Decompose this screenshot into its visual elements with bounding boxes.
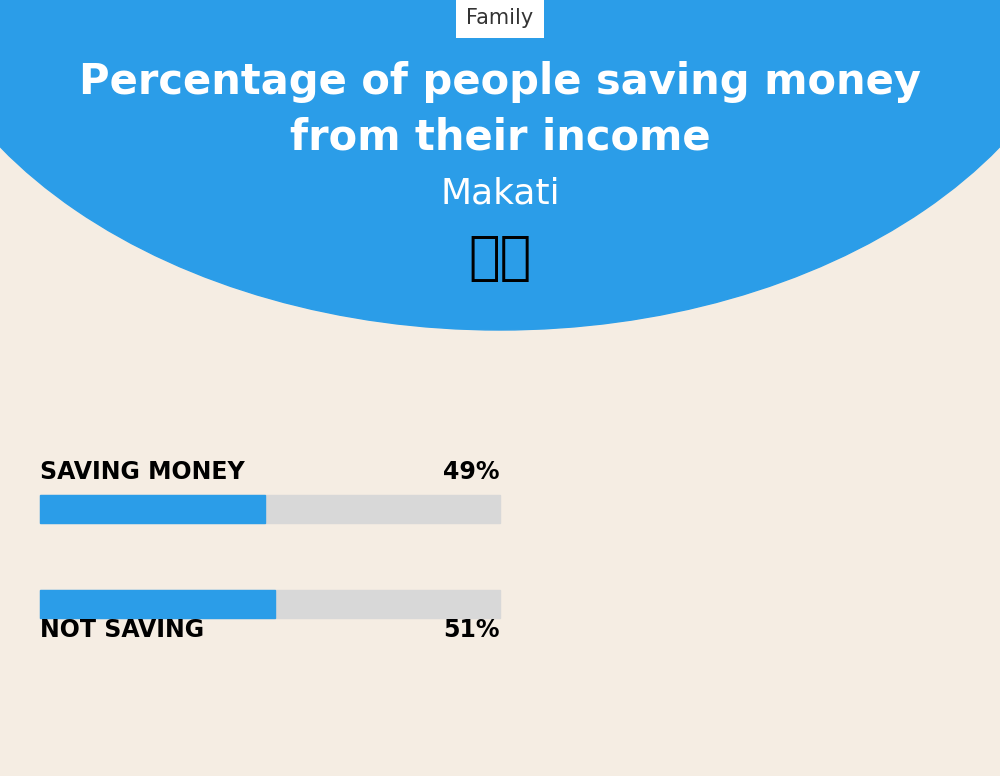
Text: SAVING MONEY: SAVING MONEY: [40, 460, 245, 484]
Bar: [40, 495, 265, 523]
Bar: [40, 495, 500, 523]
Text: from their income: from their income: [290, 117, 710, 159]
Ellipse shape: [0, 0, 1000, 330]
Bar: [40, 590, 500, 618]
Text: 🇵🇭: 🇵🇭: [468, 232, 532, 284]
Text: Makati: Makati: [440, 176, 560, 210]
Text: 49%: 49%: [444, 460, 500, 484]
Text: NOT SAVING: NOT SAVING: [40, 618, 204, 642]
Bar: [40, 590, 275, 618]
Text: Percentage of people saving money: Percentage of people saving money: [79, 61, 921, 103]
Text: 51%: 51%: [444, 618, 500, 642]
Bar: [0, 0, 1000, 100]
Text: Family: Family: [466, 8, 534, 28]
